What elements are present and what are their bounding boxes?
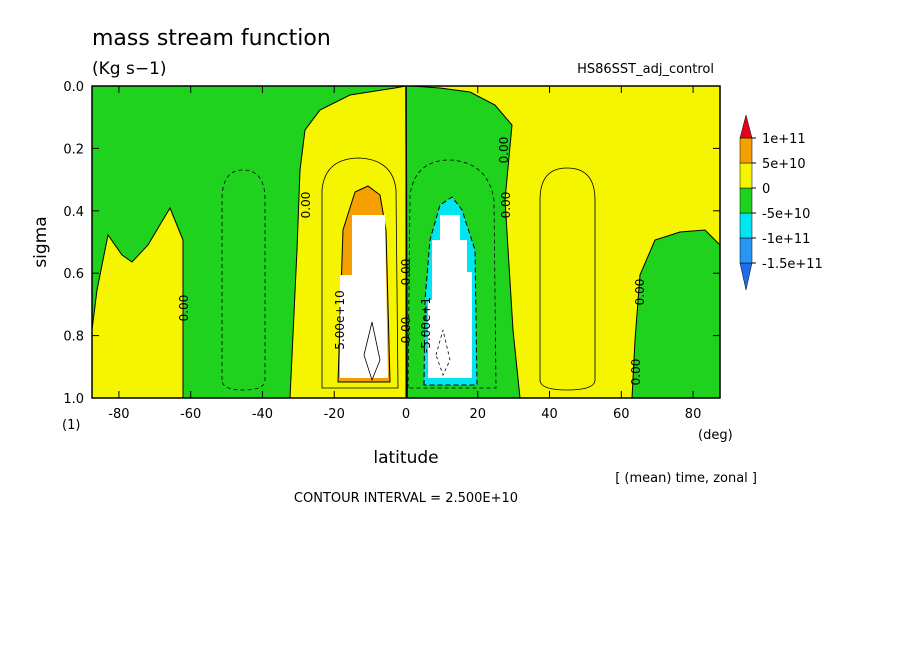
contour-label: -5.00e+1 <box>419 297 433 353</box>
chart-title: mass stream function <box>92 26 331 51</box>
contour-label: 0.00 <box>299 192 313 219</box>
x-tick-label: -40 <box>252 407 273 422</box>
experiment-label: HS86SST_adj_control <box>577 62 714 77</box>
region <box>91 206 184 399</box>
x-tick-label: 20 <box>469 407 486 422</box>
colorbar-label: -1.5e+11 <box>762 257 823 272</box>
contour-label: 5.00e+10 <box>333 290 347 349</box>
contour-label: 0.00 <box>633 279 647 306</box>
x-tick-label: 80 <box>685 407 702 422</box>
y-tick-label: 1.0 <box>63 392 84 407</box>
contour-line <box>539 167 596 391</box>
y-tick-label: 0.8 <box>63 330 84 345</box>
chart-subtitle: (Kg s−1) <box>92 59 167 79</box>
colorbar-label: -5e+10 <box>762 207 810 222</box>
colorbar-swatch <box>739 187 753 214</box>
contour-line <box>221 169 266 391</box>
x-axis-label: latitude <box>373 448 438 468</box>
x-tick-label: -60 <box>180 407 201 422</box>
colorbar-swatch <box>739 237 753 264</box>
y-tick-label: 0.4 <box>63 205 84 220</box>
contour-label: 0.00 <box>177 295 191 322</box>
contour-line <box>321 157 399 389</box>
contour-lines <box>221 85 596 399</box>
colorbar-swatch <box>739 162 753 189</box>
x-tick-label: 40 <box>541 407 558 422</box>
y-unit: (1) <box>62 418 80 433</box>
x-tick-label: -80 <box>108 407 129 422</box>
region <box>340 215 388 378</box>
colorbar-swatch <box>739 137 753 164</box>
x-tick-label: 60 <box>613 407 630 422</box>
x-tick-label: -20 <box>324 407 345 422</box>
averaging-note: [ (mean) time, zonal ] <box>615 471 757 486</box>
y-axis-label: sigma <box>31 216 51 267</box>
contour-line <box>405 85 408 399</box>
colorbar-label: -1e+11 <box>762 232 810 247</box>
contour-label: 0.00 <box>629 359 643 386</box>
contour-label: 0.00 <box>497 137 511 164</box>
contour-line <box>407 159 497 389</box>
region <box>428 215 472 378</box>
contour-line <box>363 321 381 382</box>
contour-line <box>435 329 451 377</box>
x-tick-label: 0 <box>402 407 410 422</box>
contour-label: 0.00 <box>399 317 413 344</box>
colorbar-swatch <box>739 212 753 239</box>
contour-label: 0.00 <box>499 192 513 219</box>
x-unit: (deg) <box>698 428 733 443</box>
y-tick-label: 0.0 <box>63 80 84 95</box>
contour-label: 0.00 <box>399 259 413 286</box>
y-tick-label: 0.2 <box>63 142 84 157</box>
contour-interval: CONTOUR INTERVAL = 2.500E+10 <box>294 491 518 506</box>
colorbar-label: 1e+11 <box>762 132 806 147</box>
colorbar-label: 0 <box>762 182 770 197</box>
y-tick-label: 0.6 <box>63 267 84 282</box>
colorbar-swatch <box>739 114 753 139</box>
plot-area <box>91 85 721 399</box>
colorbar-label: 5e+10 <box>762 157 806 172</box>
